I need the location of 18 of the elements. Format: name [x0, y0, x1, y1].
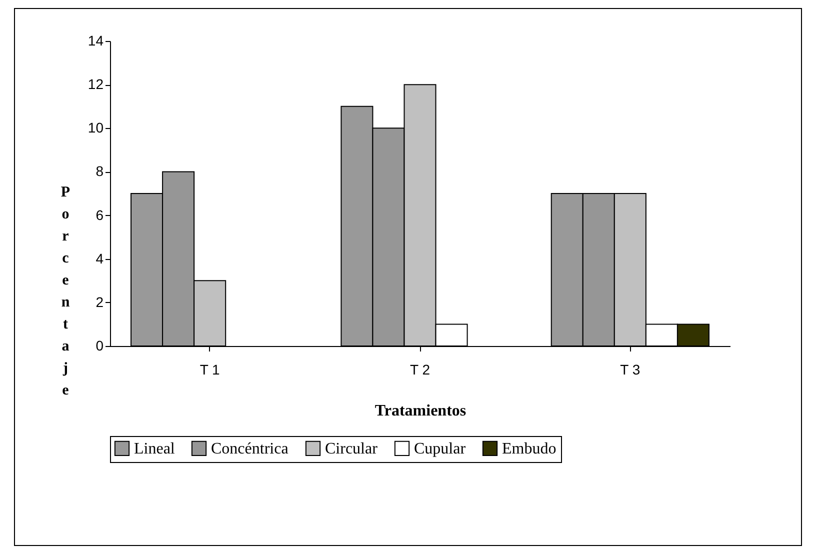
y-tick-label: 14 — [88, 32, 104, 48]
y-tick-label: 4 — [96, 250, 104, 266]
x-tick-label: T 2 — [410, 362, 430, 378]
legend-label: Concéntrica — [211, 440, 288, 458]
y-tick-label: 6 — [96, 206, 104, 223]
y-tick-label: 12 — [88, 76, 104, 92]
y-tick-label: 10 — [88, 120, 104, 136]
x-tick-label: T 1 — [200, 362, 220, 378]
x-tick-label: T 3 — [620, 362, 640, 378]
text: Porcentaje — [60, 184, 70, 398]
x-axis-title: Tratamientos — [374, 402, 466, 420]
legend-label: Circular — [325, 440, 378, 458]
legend-label: Cupular — [414, 440, 466, 458]
y-tick-label: 0 — [96, 338, 104, 354]
legend-label: Embudo — [502, 440, 556, 458]
y-tick-label: 8 — [96, 163, 104, 180]
y-tick-label: 2 — [96, 294, 104, 310]
legend-label: Lineal — [134, 440, 176, 458]
